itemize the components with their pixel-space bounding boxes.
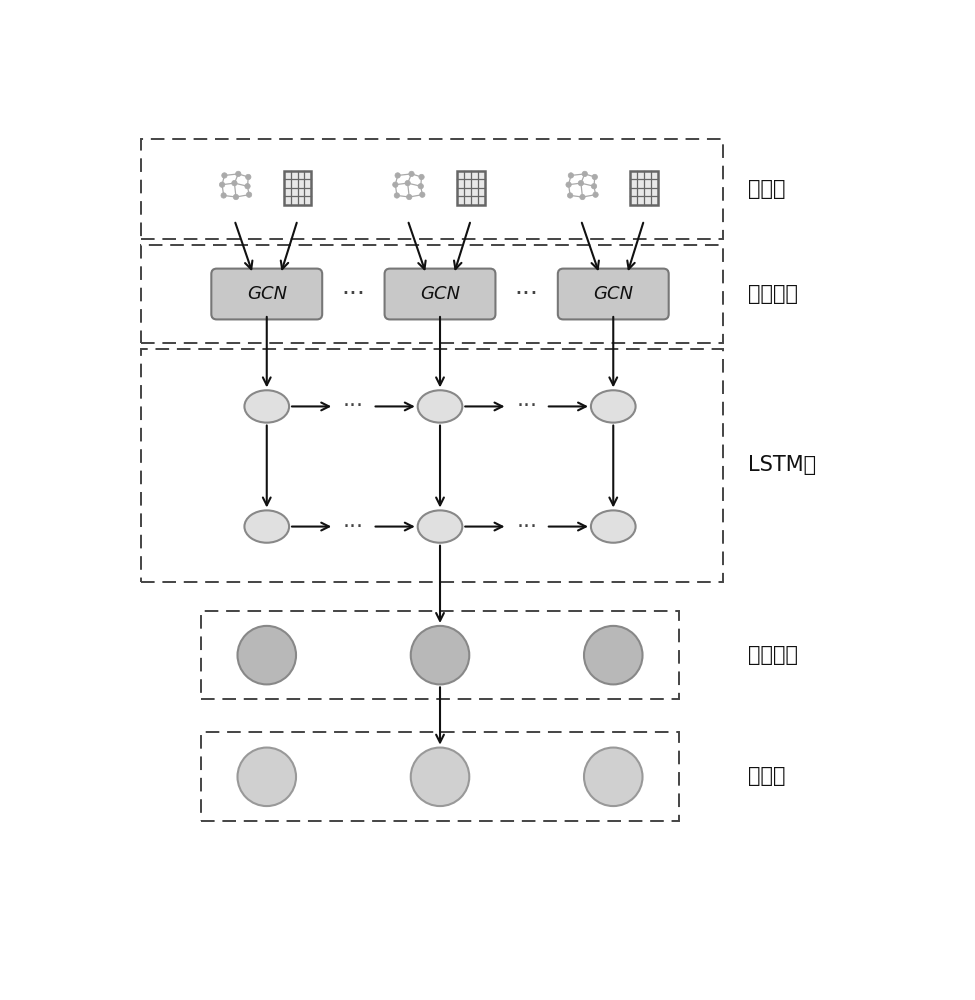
Text: ···: ··· (343, 396, 364, 416)
Text: ···: ··· (343, 517, 364, 537)
Circle shape (221, 193, 226, 198)
Text: LSTM层: LSTM层 (748, 455, 816, 475)
FancyBboxPatch shape (384, 269, 495, 319)
Circle shape (233, 194, 239, 200)
Circle shape (405, 180, 410, 186)
Circle shape (419, 174, 424, 180)
Text: 图卷积层: 图卷积层 (748, 284, 798, 304)
Bar (141, 139, 722, 239)
Circle shape (394, 193, 400, 198)
Bar (201, 732, 679, 821)
Circle shape (409, 171, 414, 177)
FancyBboxPatch shape (558, 269, 669, 319)
Ellipse shape (245, 390, 290, 423)
Circle shape (567, 193, 573, 198)
Text: ···: ··· (341, 282, 366, 306)
Bar (141, 349, 722, 582)
Bar (201, 611, 679, 699)
Circle shape (393, 182, 398, 187)
Circle shape (232, 180, 237, 186)
Circle shape (593, 192, 599, 197)
Circle shape (566, 182, 571, 187)
Circle shape (407, 194, 411, 200)
Circle shape (592, 174, 598, 180)
Circle shape (247, 192, 252, 197)
Circle shape (584, 748, 643, 806)
Text: ···: ··· (516, 396, 537, 416)
Ellipse shape (417, 390, 462, 423)
FancyBboxPatch shape (212, 269, 322, 319)
Text: ···: ··· (515, 282, 538, 306)
Text: GCN: GCN (247, 285, 287, 303)
Circle shape (584, 626, 643, 684)
Circle shape (580, 194, 585, 200)
Text: GCN: GCN (593, 285, 634, 303)
Circle shape (568, 173, 573, 178)
Circle shape (410, 748, 469, 806)
Text: ···: ··· (516, 517, 537, 537)
Bar (630, 171, 658, 205)
Text: GCN: GCN (420, 285, 460, 303)
Circle shape (238, 748, 296, 806)
Circle shape (582, 171, 588, 177)
Text: 输入层: 输入层 (748, 179, 786, 199)
Circle shape (410, 626, 469, 684)
Circle shape (419, 192, 425, 197)
Circle shape (578, 180, 584, 186)
Circle shape (246, 174, 251, 180)
Ellipse shape (245, 510, 290, 543)
Circle shape (238, 626, 296, 684)
Ellipse shape (591, 390, 636, 423)
Circle shape (236, 171, 241, 177)
Bar (141, 245, 722, 343)
Ellipse shape (417, 510, 462, 543)
Ellipse shape (591, 510, 636, 543)
Circle shape (418, 184, 423, 189)
Circle shape (395, 173, 401, 178)
Circle shape (245, 184, 251, 189)
Circle shape (219, 182, 225, 187)
Bar (284, 171, 311, 205)
Text: 预测值: 预测值 (748, 766, 786, 786)
Circle shape (591, 184, 597, 189)
Circle shape (221, 173, 227, 178)
Bar (457, 171, 485, 205)
Text: 全连接层: 全连接层 (748, 645, 798, 665)
